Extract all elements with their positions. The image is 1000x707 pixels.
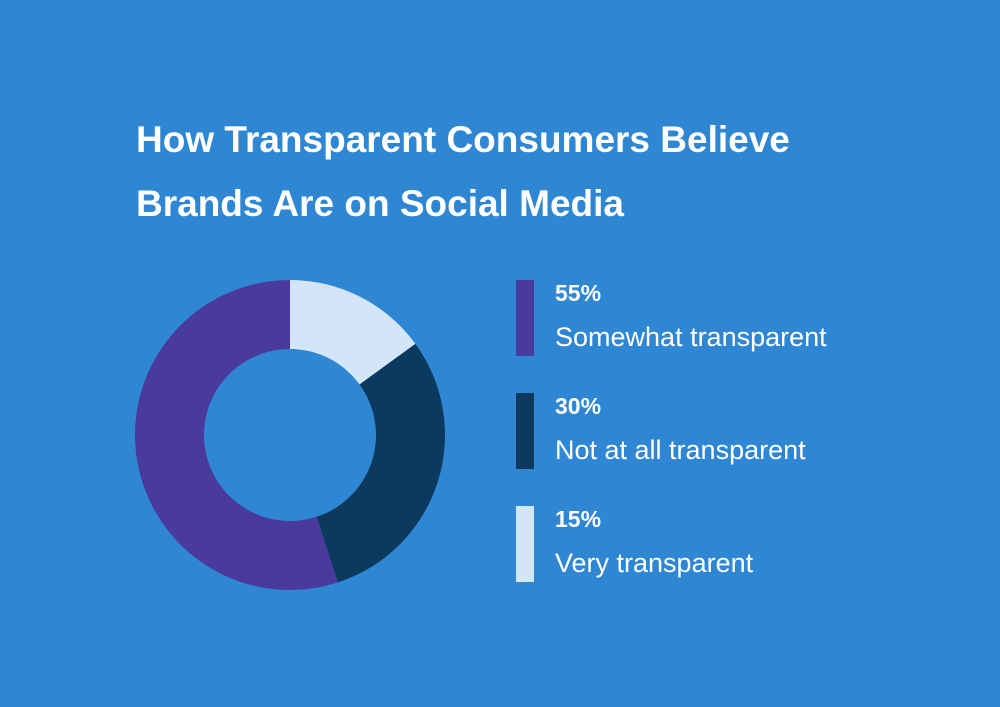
legend-label-very-transparent: Very transparent (555, 548, 754, 578)
legend-label-somewhat-transparent: Somewhat transparent (555, 322, 827, 352)
chart-title-line-2: Brands Are on Social Media (136, 183, 624, 224)
legend-swatch-somewhat-transparent (516, 280, 534, 356)
legend-percent-not-at-all-transparent: 30% (555, 393, 602, 419)
legend-percent-very-transparent: 15% (555, 506, 602, 532)
donut-slice-somewhat-transparent (134, 280, 338, 590)
legend-swatch-very-transparent (516, 506, 534, 582)
legend-label-not-at-all-transparent: Not at all transparent (555, 435, 806, 465)
chart-title: How Transparent Consumers Believe Brands… (136, 108, 916, 236)
donut-slice-very-transparent (290, 280, 416, 385)
legend-swatch-not-at-all-transparent (516, 393, 534, 469)
donut-slice-not-at-all-transparent (316, 343, 445, 583)
legend-percent-somewhat-transparent: 55% (555, 280, 602, 306)
donut-chart (134, 280, 445, 590)
chart-title-line-1: How Transparent Consumers Believe (136, 119, 790, 160)
